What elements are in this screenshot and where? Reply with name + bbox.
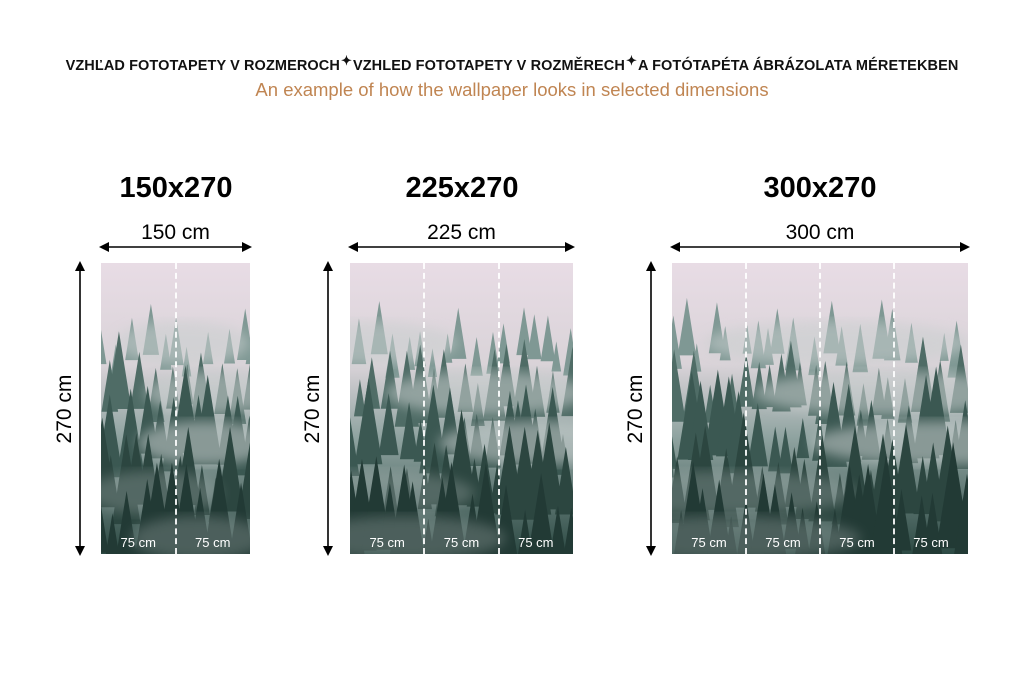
strip-width-label: 75 cm: [913, 535, 949, 550]
tree: [672, 349, 686, 422]
tree: [677, 297, 697, 356]
height-arrow: [323, 261, 333, 556]
heading-cz: VZHLED FOTOTAPETY V ROZMĚRECH: [352, 58, 625, 74]
strip-seam: [745, 263, 747, 554]
mist: [672, 516, 861, 554]
strip-seam: [893, 263, 895, 554]
forest-image: [350, 263, 573, 554]
tree: [516, 307, 532, 356]
tree: [922, 492, 943, 554]
tree: [527, 314, 542, 360]
width-label: 150 cm: [141, 221, 210, 244]
strip-seam: [497, 263, 500, 554]
strip-width-label: 75 cm: [839, 535, 875, 550]
height-arrow: [646, 261, 656, 556]
width-label: 300 cm: [785, 221, 855, 244]
tree: [470, 337, 483, 376]
tree: [249, 552, 250, 554]
tree: [563, 507, 573, 554]
width-arrow: [348, 242, 575, 252]
tree: [796, 417, 810, 459]
mist: [753, 371, 968, 415]
tree: [399, 401, 419, 460]
strip-seam: [423, 263, 426, 554]
mist: [144, 371, 250, 415]
tree: [540, 315, 556, 362]
tree: [528, 473, 555, 554]
tree: [966, 544, 968, 554]
wallpaper-preview: 75 cm 75 cm 75 cm: [350, 263, 573, 554]
mist: [115, 321, 250, 365]
tree: [353, 379, 366, 417]
strip-width-label: 75 cm: [369, 535, 405, 550]
tree: [518, 509, 533, 554]
height-label: 270 cm: [301, 374, 324, 443]
tree: [427, 348, 438, 377]
mist: [131, 516, 250, 554]
strip-seam: [819, 263, 821, 554]
size-title: 150x270: [119, 172, 233, 204]
mist: [704, 321, 968, 365]
tree: [550, 505, 566, 554]
tree: [954, 473, 968, 554]
wallpaper-preview: 75 cm 75 cm 75 cm 75 cm: [672, 263, 968, 554]
width-label: 225 cm: [427, 221, 496, 244]
strip-width-label: 75 cm: [120, 535, 156, 550]
subtitle: An example of how the wallpaper looks in…: [255, 79, 769, 100]
strip-width-label: 75 cm: [195, 535, 231, 550]
tree: [747, 402, 768, 467]
mist: [137, 421, 250, 465]
strip-width-label: 75 cm: [691, 535, 727, 550]
tree: [354, 378, 383, 465]
height-label: 270 cm: [53, 374, 76, 443]
tree: [891, 489, 912, 551]
strip-width-label: 75 cm: [518, 535, 554, 550]
size-title: 225x270: [405, 172, 519, 204]
sparkle-icon: ✦: [625, 53, 637, 68]
tree: [106, 331, 132, 409]
sparkle-icon: ✦: [340, 53, 352, 68]
heading-hu: A FOTÓTAPÉTA ÁBRÁZOLATA MÉRETEKBEN: [637, 58, 959, 74]
width-arrow: [99, 242, 252, 252]
wallpaper-preview: 75 cm 75 cm: [101, 263, 250, 554]
tree: [768, 426, 783, 472]
strip-width-label: 75 cm: [765, 535, 801, 550]
tree: [891, 424, 921, 514]
strip-width-label: 75 cm: [443, 535, 480, 550]
tree: [105, 513, 119, 554]
tree: [130, 351, 149, 409]
tree: [378, 393, 399, 456]
height-arrow: [75, 261, 85, 556]
mist: [350, 321, 458, 365]
heading-sk: VZHĽAD FOTOTAPETY V ROZMEROCH: [65, 58, 340, 74]
language-heading: VZHĽAD FOTOTAPETY V ROZMEROCH✦VZHLED FOT…: [0, 53, 1024, 74]
height-label: 270 cm: [624, 374, 647, 443]
tree: [101, 329, 107, 365]
tree: [551, 341, 562, 372]
strip-seam: [174, 263, 177, 554]
tree: [777, 426, 793, 474]
width-arrow: [670, 242, 970, 252]
size-title: 300x270: [763, 172, 877, 204]
mist: [350, 516, 506, 554]
tree: [555, 446, 573, 515]
